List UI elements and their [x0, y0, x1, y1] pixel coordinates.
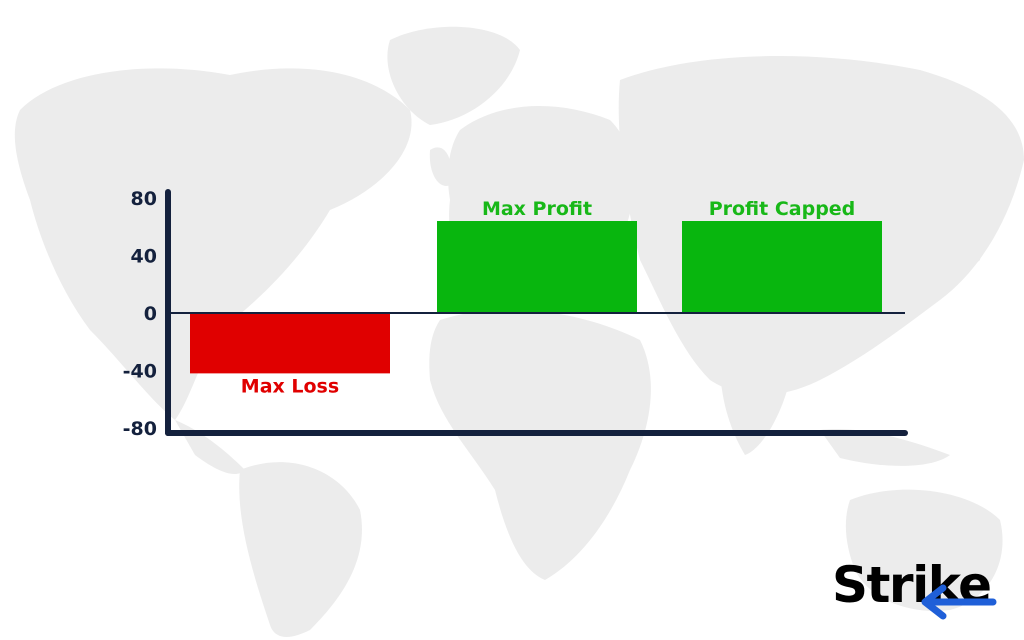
y-tick-label: 0 [144, 303, 157, 325]
map-india [719, 349, 790, 455]
map-uk [429, 147, 452, 186]
bar-max-profit [437, 221, 637, 313]
bar-profit-capped [682, 221, 882, 313]
map-australia [845, 489, 1003, 611]
arrow-left-icon [921, 584, 997, 620]
bar-label: Max Loss [241, 375, 339, 397]
y-tick-label: 40 [131, 246, 157, 268]
map-south-america [239, 462, 362, 637]
map-north-america [14, 68, 412, 420]
map-africa [429, 309, 651, 580]
map-greenland [387, 26, 520, 125]
bar-label: Max Profit [482, 198, 592, 220]
y-tick-label: 80 [131, 188, 157, 210]
bar-max-loss [190, 313, 390, 374]
y-tick-label: -40 [123, 361, 157, 383]
y-tick-label: -80 [123, 418, 157, 440]
map-indonesia [820, 429, 950, 466]
bar-label: Profit Capped [709, 198, 856, 220]
map-japan [960, 219, 982, 264]
